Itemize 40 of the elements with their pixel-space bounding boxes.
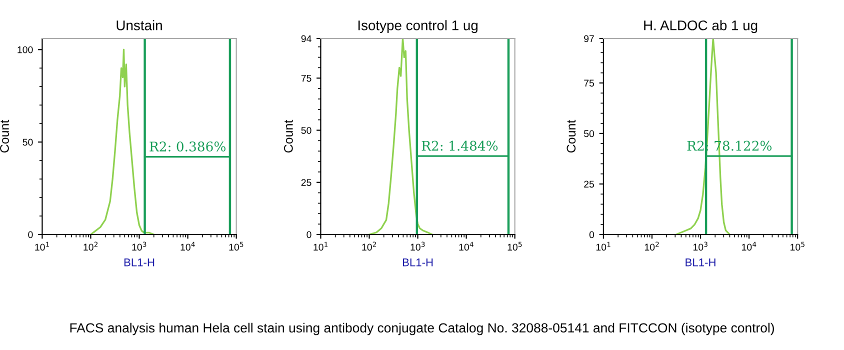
y-axis-title: Count [566,120,576,153]
text: FACS analysis human Hela cell stain using antibody conjugate Catalog No. 32088-05141 and FITCCON (isotype control) [70,322,774,336]
chart-title: Isotype control 1 ug [358,20,478,34]
y-tick-label: 25 [301,179,312,186]
y-tick-label: 50 [584,130,594,138]
y-tick-label: 100 [18,46,33,54]
x-tick-label: 10$^{5}$ [508,242,522,251]
y-axis-title: Count [284,120,293,153]
x-axis-title: BL1-H [686,258,716,266]
x-tick-label: 10$^{4}$ [459,242,474,251]
x-tick-label: 10$^{3}$ [410,242,425,251]
x-tick-label: 10$^{5}$ [790,242,804,251]
x-tick-label: 10$^{4}$ [742,242,756,251]
y-tick-label: 94 [301,35,312,42]
x-tick-label: 10$^{4}$ [180,242,195,251]
annotation: R2: 1.484% [422,140,498,151]
x-axis-title: BL1-H [124,258,154,266]
chart-title: Unstain [116,20,162,30]
x-tick-label: 10$^{2}$ [84,242,98,251]
y-tick-label: 0 [28,231,33,238]
y-tick-label: 75 [301,74,312,82]
chart-title: H. ALDOC ab 1 ug [644,20,758,34]
y-tick-label: 50 [22,138,33,146]
x-axis-title: BL1-H [402,258,433,266]
x-tick-label: 10$^{3}$ [132,242,146,251]
annotation: R2: 0.386% [150,142,226,152]
y-axis-title: Count [0,120,9,153]
y-tick-label: 0 [306,231,312,238]
x-tick-label: 10$^{1}$ [35,242,50,251]
y-tick-label: 50 [301,126,312,134]
x-tick-label: 10$^{3}$ [693,242,708,251]
x-tick-label: 10$^{2}$ [644,242,659,251]
x-tick-label: 10$^{5}$ [229,242,244,251]
x-tick-label: 10$^{1}$ [314,242,328,251]
y-tick-label: 75 [584,80,594,87]
x-tick-label: 10$^{2}$ [362,242,376,251]
y-tick-label: 0 [589,231,594,238]
y-tick-label: 25 [584,180,594,188]
y-tick-label: 97 [584,35,594,42]
x-tick-label: 10$^{1}$ [596,242,610,251]
